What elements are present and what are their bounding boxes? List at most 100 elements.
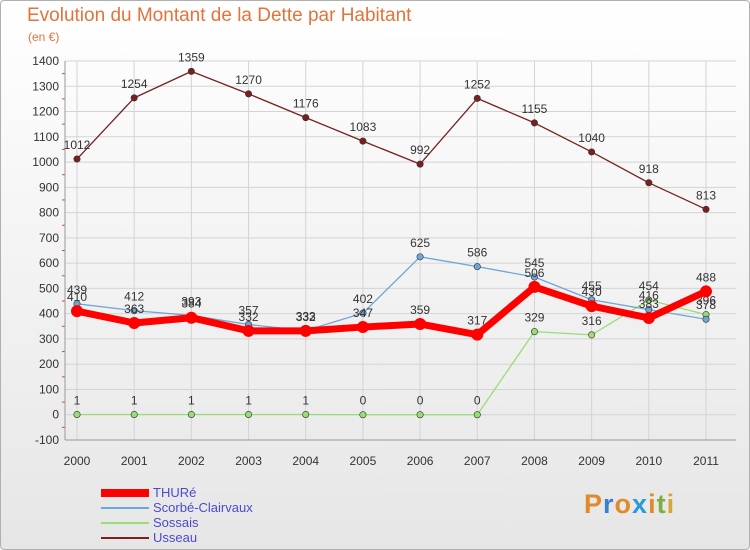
- data-point-usseau: [588, 148, 596, 156]
- data-label-thure: 430: [582, 285, 602, 299]
- legend-label-scorbe-clairvaux: Scorbé-Clairvaux: [153, 500, 253, 515]
- data-label-usseau: 1270: [235, 73, 262, 87]
- legend-swatch-thure: [101, 488, 149, 497]
- data-label-usseau: 1359: [178, 50, 205, 64]
- y-tick-label: 700: [39, 231, 59, 245]
- data-point-scorbe-clairvaux: [473, 263, 481, 271]
- data-point-thure: [414, 318, 427, 331]
- logo-letter: o: [614, 489, 633, 519]
- data-label-thure: 488: [696, 270, 716, 284]
- logo-letter: i: [648, 489, 657, 519]
- legend-label-thure: THURé: [153, 485, 197, 500]
- data-point-thure: [528, 280, 541, 293]
- data-label-scorbe-clairvaux: 416: [639, 289, 659, 303]
- legend-item-scorbe-clairvaux: Scorbé-Clairvaux: [101, 500, 253, 515]
- data-point-thure: [299, 324, 312, 337]
- y-tick-label: 800: [39, 206, 59, 220]
- data-label-sossais: 1: [245, 393, 252, 407]
- data-label-thure: 359: [410, 303, 430, 317]
- legend-label-usseau: Usseau: [153, 530, 198, 545]
- data-point-thure: [185, 311, 198, 324]
- data-label-scorbe-clairvaux: 333: [296, 310, 316, 324]
- data-label-sossais: 329: [524, 311, 544, 325]
- data-point-usseau: [73, 155, 81, 163]
- legend: THURé Scorbé-Clairvaux Sossais Usseau: [101, 485, 253, 545]
- data-point-scorbe-clairvaux: [130, 307, 138, 315]
- data-point-sossais: [130, 410, 138, 418]
- data-point-thure: [242, 324, 255, 337]
- data-point-sossais: [473, 411, 481, 419]
- legend-item-sossais: Sossais: [101, 515, 253, 530]
- y-tick-label: 1000: [32, 155, 59, 169]
- data-point-sossais: [645, 296, 653, 304]
- legend-item-thure: THURé: [101, 485, 253, 500]
- logo-letter: x: [632, 489, 649, 519]
- data-label-sossais: 1: [302, 393, 309, 407]
- legend-swatch-usseau: [101, 536, 149, 539]
- logo-letter: t: [656, 489, 667, 519]
- unit-label: (en €): [28, 30, 60, 44]
- data-label-thure: 410: [67, 290, 87, 304]
- y-tick-label: 1300: [32, 79, 59, 93]
- data-point-thure: [128, 317, 141, 330]
- series-line-scorbe-clairvaux: [76, 256, 707, 332]
- data-point-thure: [585, 300, 598, 313]
- data-label-usseau: 1252: [464, 77, 491, 91]
- data-label-thure: 363: [124, 302, 144, 316]
- data-label-sossais: 0: [360, 394, 367, 408]
- data-label-thure: 332: [239, 310, 259, 324]
- data-label-scorbe-clairvaux: 625: [410, 236, 430, 250]
- y-tick-label: 600: [39, 256, 59, 270]
- y-tick-label: -100: [35, 433, 59, 447]
- x-tick-label: 2002: [178, 454, 205, 468]
- y-tick-label: 1400: [32, 54, 59, 68]
- data-label-scorbe-clairvaux: 357: [239, 304, 259, 318]
- legend-item-usseau: Usseau: [101, 530, 253, 545]
- x-tick-label: 2007: [464, 454, 491, 468]
- data-label-scorbe-clairvaux: 586: [467, 246, 487, 260]
- data-label-usseau: 1155: [522, 102, 548, 116]
- data-label-thure: 384: [181, 297, 201, 311]
- data-point-thure: [471, 328, 484, 341]
- x-tick-label: 2003: [235, 454, 262, 468]
- data-point-scorbe-clairvaux: [530, 273, 538, 281]
- data-label-usseau: 1012: [64, 138, 91, 152]
- legend-swatch-sossais: [101, 521, 149, 524]
- data-point-usseau: [473, 94, 481, 102]
- legend-label-sossais: Sossais: [153, 515, 199, 530]
- data-point-sossais: [588, 331, 596, 339]
- data-label-usseau: 1040: [578, 131, 605, 145]
- data-point-usseau: [530, 119, 538, 127]
- data-point-usseau: [302, 114, 310, 122]
- data-label-scorbe-clairvaux: 439: [67, 283, 87, 297]
- data-label-usseau: 918: [639, 162, 659, 176]
- data-label-sossais: 0: [417, 394, 424, 408]
- data-point-thure: [71, 305, 83, 318]
- data-point-sossais: [302, 410, 310, 418]
- x-tick-label: 2011: [693, 454, 719, 468]
- proxiti-logo: Proxiti: [584, 489, 675, 520]
- y-tick-label: 500: [39, 281, 59, 295]
- chart-title: Evolution du Montant de la Dette par Hab…: [27, 5, 412, 26]
- data-label-sossais: 0: [474, 394, 481, 408]
- data-label-usseau: 992: [410, 143, 430, 157]
- data-point-usseau: [130, 94, 138, 102]
- x-tick-label: 2001: [121, 454, 148, 468]
- x-tick-label: 2005: [350, 454, 377, 468]
- data-label-sossais: 1: [74, 393, 81, 407]
- x-tick-label: 2000: [64, 454, 91, 468]
- x-tick-label: 2006: [407, 454, 434, 468]
- data-label-scorbe-clairvaux: 378: [696, 298, 716, 312]
- data-label-scorbe-clairvaux: 402: [353, 292, 373, 306]
- data-label-scorbe-clairvaux: 412: [124, 290, 144, 304]
- data-point-scorbe-clairvaux: [416, 253, 424, 261]
- series-line-thure: [73, 283, 710, 339]
- data-point-scorbe-clairvaux: [702, 315, 710, 323]
- y-tick-label: 100: [39, 382, 59, 396]
- data-point-sossais: [359, 411, 367, 419]
- legend-swatch-scorbe-clairvaux: [101, 506, 149, 509]
- data-point-thure: [356, 321, 369, 334]
- data-point-sossais: [416, 411, 424, 419]
